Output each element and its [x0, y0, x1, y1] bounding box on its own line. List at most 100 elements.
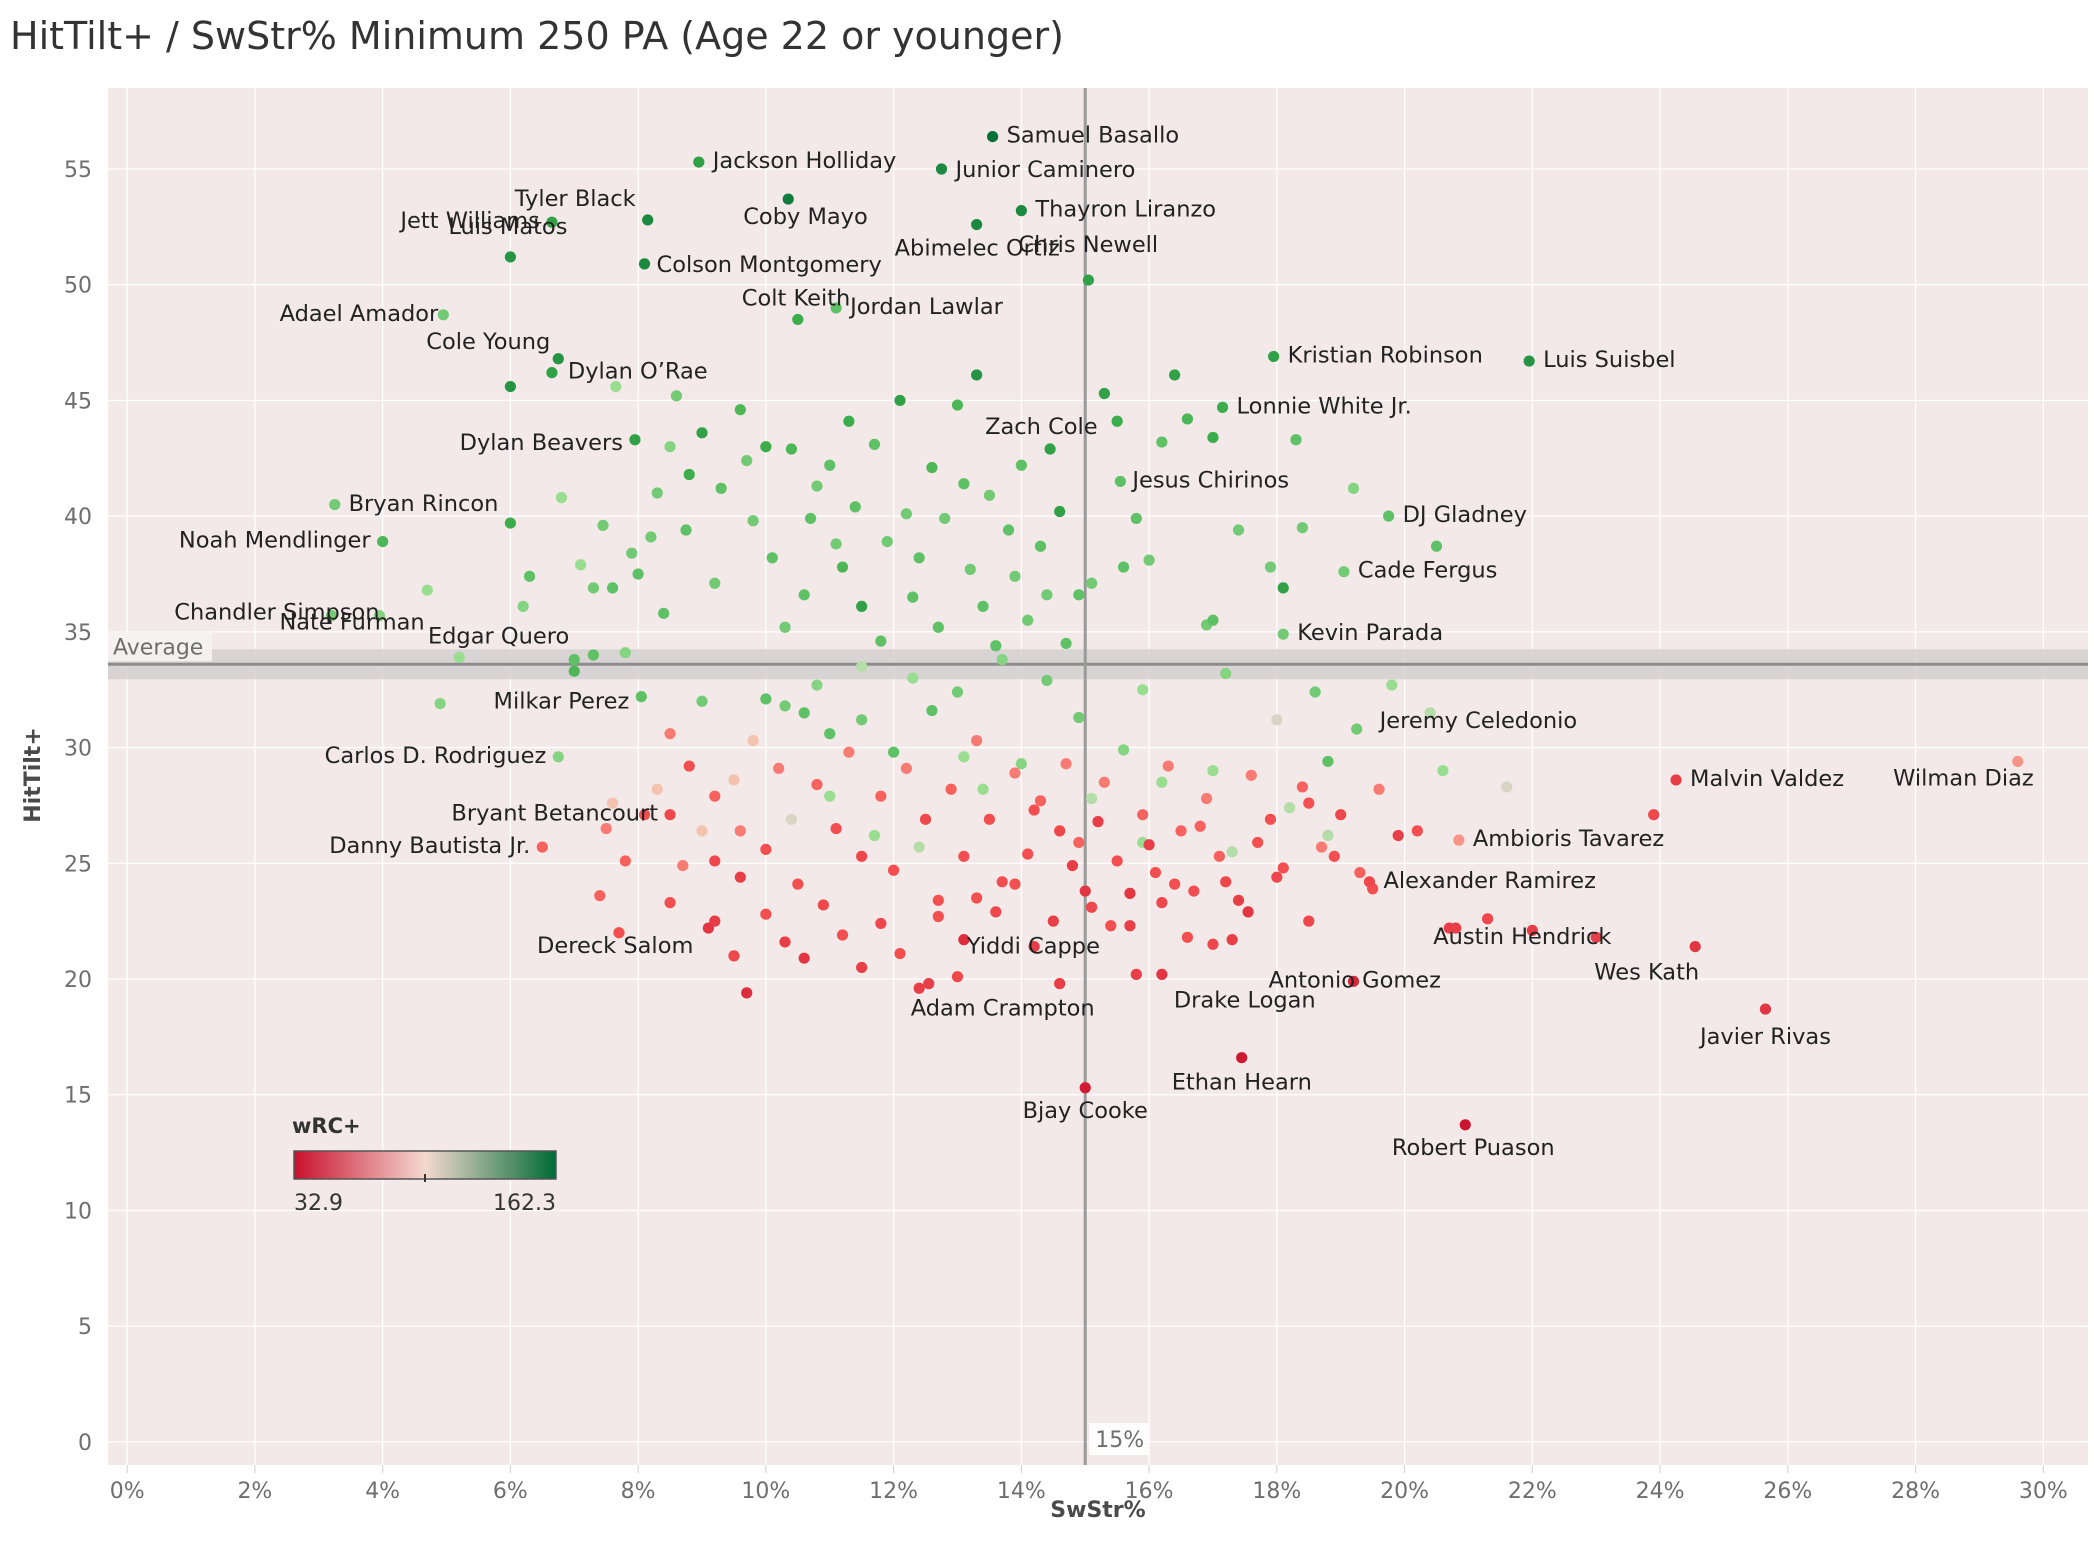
data-point [1759, 1003, 1772, 1015]
data-point [836, 929, 849, 941]
data-point [824, 459, 836, 471]
data-point [1034, 795, 1047, 807]
x-tick-label: 16% [1125, 1479, 1174, 1504]
data-point [811, 480, 823, 492]
data-point [1322, 829, 1334, 842]
y-tick-label: 0 [78, 1431, 92, 1456]
x-tick-label: 12% [869, 1479, 918, 1504]
data-point [1303, 797, 1315, 809]
data-point [987, 131, 999, 143]
data-point [638, 809, 651, 821]
player-label: Zach Cole [985, 414, 1098, 440]
data-point [1523, 355, 1535, 367]
x-tick-label: 28% [1891, 1479, 1940, 1504]
data-point [1073, 711, 1085, 724]
data-point [1156, 897, 1168, 909]
data-point [932, 894, 944, 906]
data-point [913, 552, 925, 564]
color-legend: wRC+ 32.9 162.3 [292, 1114, 557, 1216]
legend-title: wRC+ [292, 1114, 361, 1138]
player-label: Ambioris Tavarez [1473, 826, 1664, 852]
data-point [1002, 524, 1015, 536]
data-point [651, 487, 663, 499]
player-label: Wilman Diaz [1893, 765, 2034, 791]
data-point [1213, 850, 1225, 862]
data-point [1386, 679, 1398, 691]
data-points [325, 131, 2024, 1131]
player-label: Cade Fergus [1358, 558, 1497, 584]
player-label: Dereck Salom [537, 933, 693, 959]
player-label: Wes Kath [1594, 960, 1699, 986]
data-point [728, 950, 740, 962]
data-point [779, 936, 791, 948]
data-point [932, 621, 944, 633]
data-point [1066, 860, 1079, 872]
player-label: Adael Amador [280, 301, 439, 327]
data-point [900, 762, 912, 775]
data-point [766, 552, 778, 564]
x-axis-title: SwStr% [1050, 1498, 1145, 1523]
data-point [1156, 968, 1168, 980]
data-point [677, 860, 689, 872]
data-point [760, 441, 772, 453]
average-label-bg [108, 631, 212, 662]
data-point [1009, 767, 1021, 779]
data-point [568, 654, 580, 666]
player-label: Colt Keith [742, 285, 851, 311]
data-point [1392, 829, 1404, 842]
data-point [1271, 871, 1283, 883]
data-point [945, 783, 957, 795]
data-point [843, 415, 855, 427]
data-point [1351, 723, 1363, 735]
data-point [664, 809, 676, 821]
data-point [1054, 825, 1066, 837]
data-point [642, 214, 654, 226]
data-point [1022, 848, 1034, 860]
data-point [939, 512, 951, 525]
data-point [856, 600, 868, 613]
player-label: Dylan O’Rae [568, 359, 708, 385]
data-point [1130, 968, 1142, 980]
data-point [1648, 809, 1660, 821]
data-point [504, 251, 516, 263]
data-point [693, 156, 705, 168]
swstr-15-label: 15% [1095, 1428, 1144, 1453]
average-label: Average [113, 635, 203, 660]
data-point [804, 512, 817, 525]
data-point [741, 987, 753, 999]
data-point [1124, 920, 1136, 932]
data-point [683, 468, 695, 481]
x-tick-label: 8% [621, 1479, 656, 1504]
x-tick-label: 0% [110, 1479, 145, 1504]
y-tick-label: 55 [64, 158, 92, 183]
gridlines [108, 88, 2088, 1465]
data-point [1347, 975, 1360, 987]
data-point [1220, 667, 1232, 680]
data-point [1181, 413, 1194, 425]
legend-max-label: 162.3 [493, 1191, 556, 1216]
player-label: Bryan Rincon [349, 491, 499, 517]
data-point [1437, 765, 1449, 777]
player-label: Edgar Quero [428, 624, 569, 650]
data-point [951, 686, 964, 698]
data-point [1092, 816, 1104, 828]
data-point [1111, 415, 1123, 427]
data-point [868, 829, 881, 842]
data-point [1226, 934, 1238, 946]
data-point [856, 660, 868, 673]
data-point [1111, 855, 1123, 867]
data-point [811, 679, 823, 691]
data-point [1034, 540, 1047, 552]
player-label: Ethan Hearn [1172, 1070, 1312, 1096]
data-point [629, 434, 641, 446]
data-point [935, 163, 948, 175]
data-point [856, 850, 868, 862]
data-point [830, 302, 842, 314]
data-point [977, 600, 989, 613]
data-point [1290, 434, 1302, 446]
y-axis-title: HitTilt+ [21, 727, 46, 823]
data-point [1264, 813, 1277, 825]
data-point [613, 927, 625, 939]
data-point [856, 961, 868, 974]
